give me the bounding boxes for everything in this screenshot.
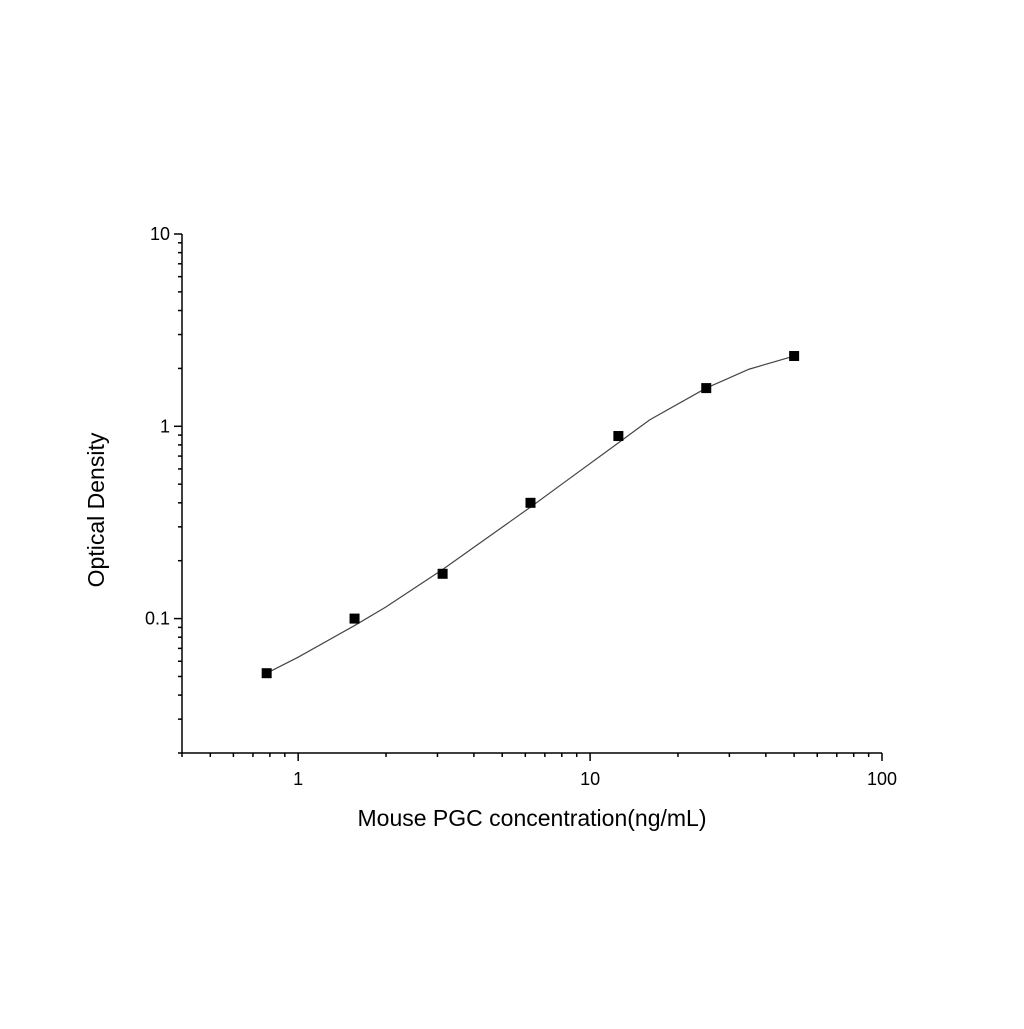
x-tick-label: 100 (867, 769, 897, 789)
data-point (701, 383, 712, 394)
x-tick-label: 1 (293, 769, 303, 789)
x-axis-label: Mouse PGC concentration(ng/mL) (358, 805, 707, 831)
data-point (437, 568, 448, 579)
data-point (261, 668, 272, 679)
x-tick-label: 10 (580, 769, 600, 789)
y-tick-label: 10 (150, 224, 170, 244)
data-point (613, 431, 624, 442)
fit-curve (266, 355, 795, 674)
y-axis-label: Optical Density (83, 432, 109, 587)
data-point (525, 497, 536, 508)
y-tick-label: 0.1 (145, 609, 170, 629)
y-tick-label: 1 (160, 416, 170, 436)
data-point (789, 351, 800, 362)
data-point (349, 613, 360, 624)
